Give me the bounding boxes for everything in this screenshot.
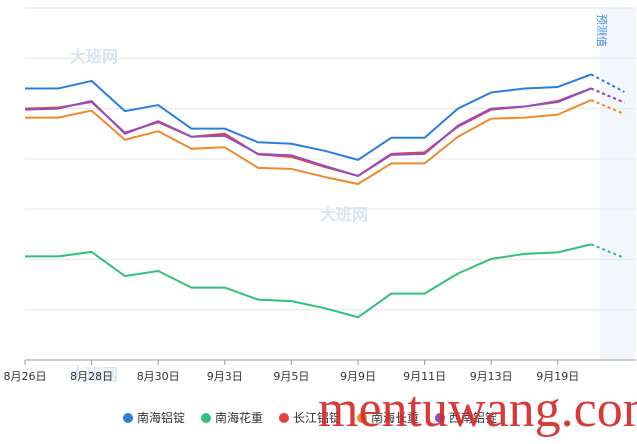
legend-item-3[interactable]: 南海长重 xyxy=(357,410,419,425)
legend-label: 西南铝锭 xyxy=(449,410,497,425)
series-line-4 xyxy=(24,87,592,177)
logo-watermark: 大班网 xyxy=(70,365,118,384)
legend-marker xyxy=(435,413,445,423)
x-tick-label: 8月30日 xyxy=(137,370,180,383)
legend-label: 南海花重 xyxy=(215,410,263,425)
legend-marker xyxy=(201,413,211,423)
x-axis-ticks: 8月26日 8月28日 8月30日 9月3日 9月5日 9月9日 9月11日 9月13日 9月1… xyxy=(4,360,579,383)
grid xyxy=(25,7,636,311)
x-tick-label: 9月3日 xyxy=(207,370,243,383)
series-forecast-3 xyxy=(590,99,625,116)
x-tick-label: 8月28日 xyxy=(70,370,113,383)
legend[interactable]: 南海铝锭 南海花重 长江铝锭 南海长重 西南铝锭 xyxy=(123,410,497,425)
x-tick-label: 9月13日 xyxy=(470,370,513,383)
legend-label: 长江铝锭 xyxy=(293,410,341,425)
x-tick-label: 9月11日 xyxy=(403,370,446,383)
x-tick-label: 9月9日 xyxy=(340,370,376,383)
logo-watermark: 大班网 xyxy=(320,205,368,224)
legend-item-2[interactable]: 长江铝锭 xyxy=(279,410,341,425)
legend-marker xyxy=(279,413,289,423)
series-line-1 xyxy=(25,243,592,319)
x-tick-label: 9月5日 xyxy=(273,370,309,383)
legend-item-1[interactable]: 南海花重 xyxy=(201,410,263,425)
x-tick-label: 9月19日 xyxy=(536,370,579,383)
series-line-0 xyxy=(25,73,592,161)
series-line-2 xyxy=(24,87,592,177)
legend-label: 南海铝锭 xyxy=(137,410,185,425)
legend-marker xyxy=(357,413,367,423)
logo-watermark: 大班网 xyxy=(70,47,118,66)
forecast-zone xyxy=(600,8,636,360)
series-forecast-4 xyxy=(590,87,625,104)
legend-label: 南海长重 xyxy=(371,410,419,425)
forecast-label: 预测值 xyxy=(595,14,608,47)
legend-item-0[interactable]: 南海铝锭 xyxy=(123,410,185,425)
legend-item-4[interactable]: 西南铝锭 xyxy=(435,410,497,425)
site-watermark: mentuwang.com xyxy=(318,381,637,438)
legend-marker xyxy=(123,413,133,423)
x-tick-label: 8月26日 xyxy=(4,370,47,383)
series-forecast-0 xyxy=(590,73,625,93)
series-line-3 xyxy=(25,99,592,185)
series-layer xyxy=(24,73,625,319)
